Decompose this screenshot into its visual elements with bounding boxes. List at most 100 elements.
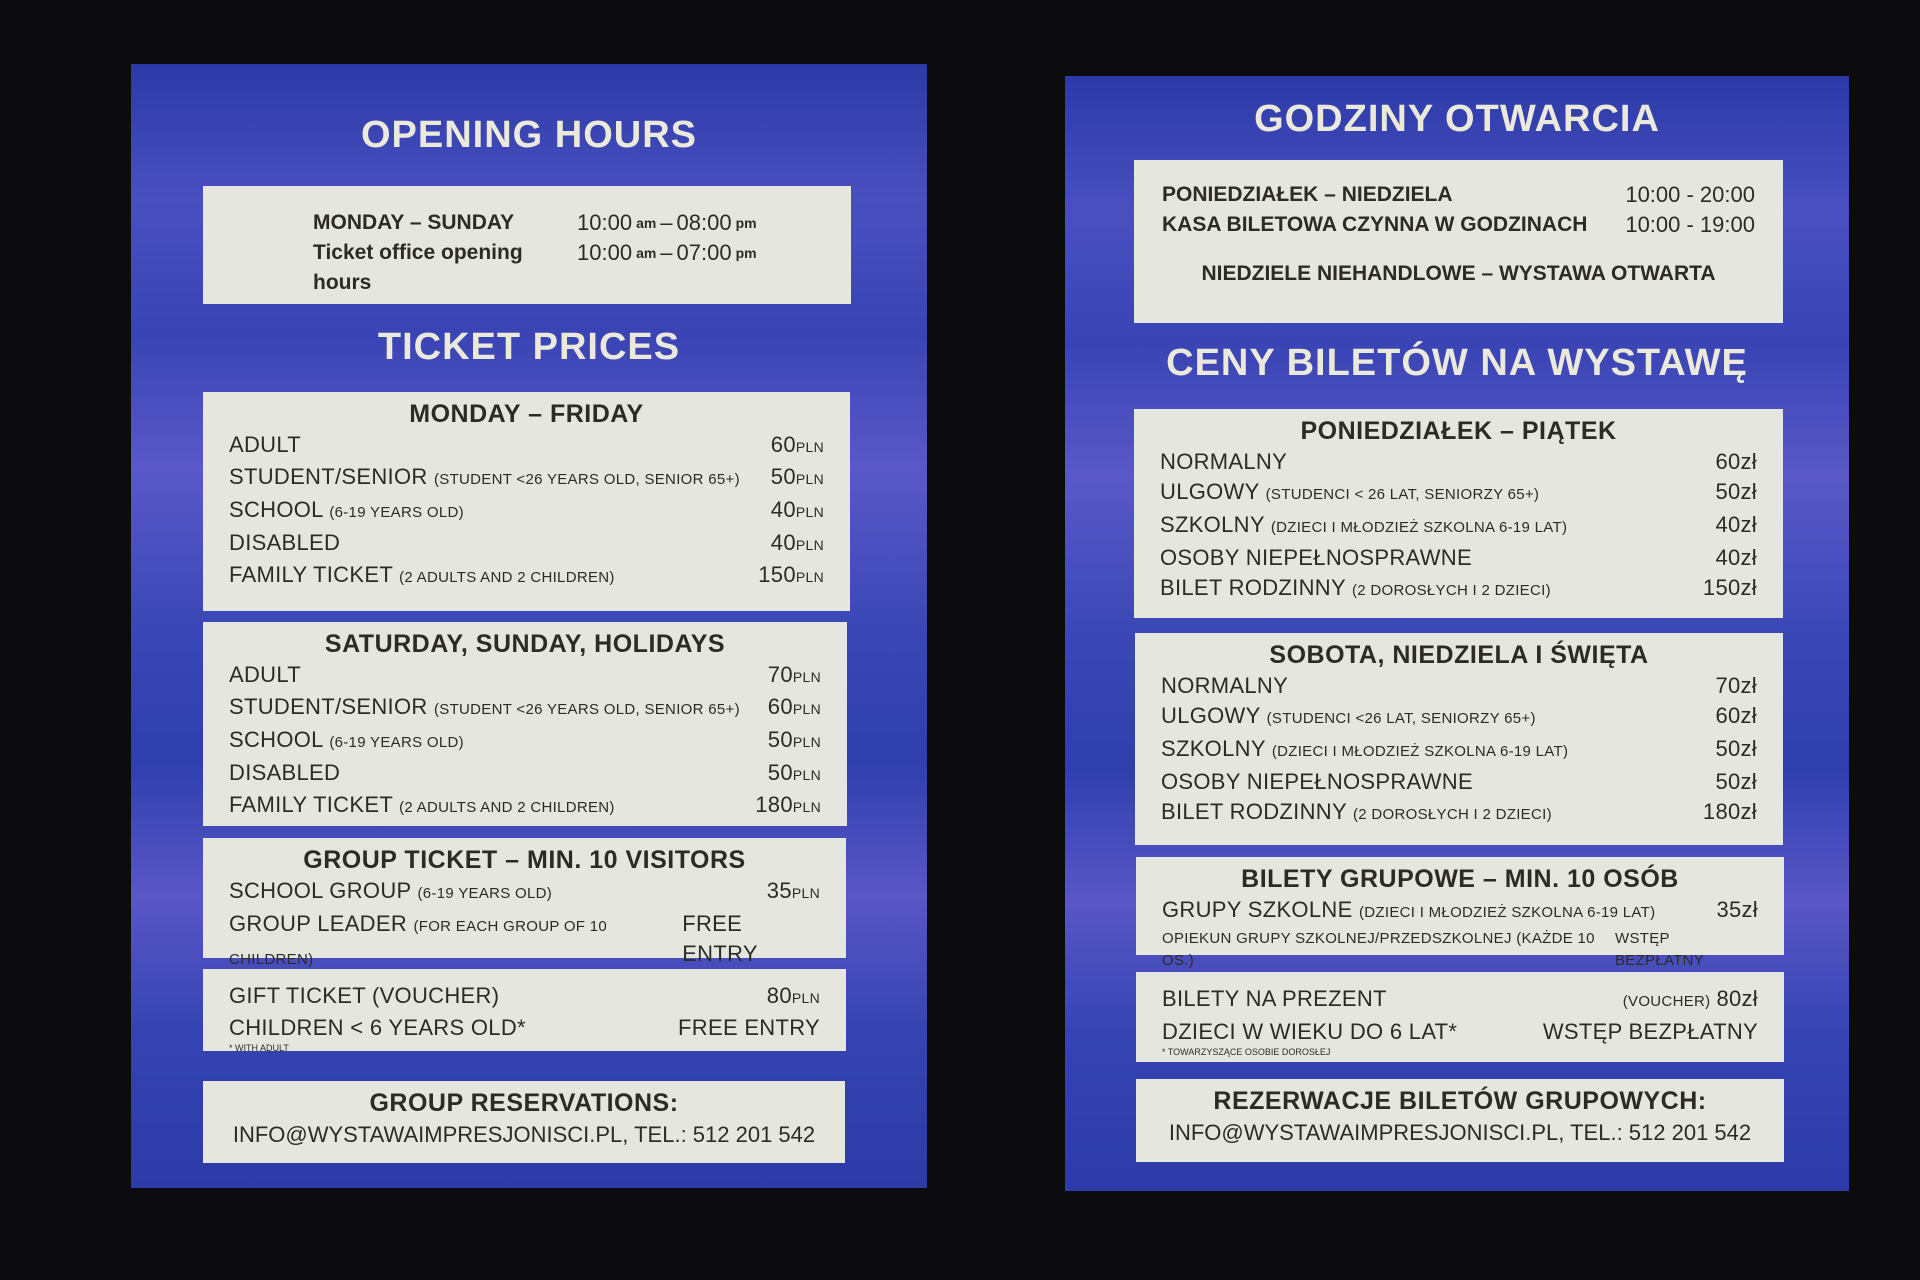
row-label-group: DZIECI W WIEKU DO 6 LAT* <box>1162 1017 1457 1047</box>
hours-box: MONDAY – SUNDAY 10:00 am –08:00 pm Ticket of… <box>203 186 851 304</box>
price-group: (VOUCHER) 80zł <box>1623 984 1758 1017</box>
hours-note: NIEDZIELE NIEHANDLOWE – WYSTAWA OTWARTA <box>1201 262 1716 285</box>
row-label-group: FAMILY TICKET (2 ADULTS AND 2 CHILDREN) <box>229 790 615 823</box>
currency-unit: PLN <box>795 537 824 553</box>
price-row: BILET RODZINNY (2 DOROSŁYCH I 2 DZIECI) 1… <box>1160 573 1757 606</box>
box-heading: PONIEDZIAŁEK – PIĄTEK <box>1300 417 1617 445</box>
ticket-note: (6-19 YEARS OLD) <box>329 504 464 521</box>
row-label-group: CHILDREN < 6 YEARS OLD* <box>229 1013 526 1043</box>
hours-label: Ticket office opening hours <box>313 241 523 294</box>
hours-time: 07:00 <box>676 240 732 265</box>
currency-unit: PLN <box>792 701 821 717</box>
ticket-price: 60 <box>770 432 796 457</box>
english-sign-panel: OPENING HOURS MONDAY – SUNDAY 10:00 am –08:… <box>131 64 927 1188</box>
ticket-label: SCHOOL GROUP <box>229 878 412 903</box>
price-row: SZKOLNY (DZIECI I MŁODZIEŻ SZKOLNA 6-19 … <box>1161 734 1757 767</box>
currency-unit: PLN <box>795 439 824 455</box>
contact-line: INFO@WYSTAWAIMPRESJONISCI.PL, TEL.: 512 … <box>1168 1120 1752 1145</box>
ticket-note: (DZIECI I MŁODZIEŻ SZKOLNA 6-19 LAT) <box>1271 743 1569 760</box>
ticket-label: FAMILY TICKET <box>229 562 393 587</box>
ticket-price: 150zł <box>1702 575 1757 600</box>
ticket-note: (2 ADULTS AND 2 CHILDREN) <box>399 799 615 816</box>
ticket-label: STUDENT/SENIOR <box>229 464 428 489</box>
currency-unit: PLN <box>792 799 821 815</box>
ticket-note: (STUDENT <26 YEARS OLD, SENIOR 65+) <box>433 701 740 718</box>
ticket-price: 40 <box>770 530 796 555</box>
ticket-label: SZKOLNY <box>1160 512 1265 537</box>
ticket-price: 35zł <box>1716 897 1758 922</box>
currency-unit: PLN <box>792 669 821 685</box>
price-group: 150PLN <box>758 560 824 592</box>
price-row: SCHOOL (6-19 YEARS OLD) 40PLN <box>229 495 824 528</box>
price-group: WSTĘP BEZPŁATNY <box>1615 928 1758 972</box>
row-label-group: GIFT TICKET (VOUCHER) <box>229 981 499 1011</box>
box-heading: MONDAY – FRIDAY <box>409 400 644 428</box>
price-group: 60PLN <box>768 692 821 724</box>
price-group: 180zł <box>1703 797 1757 827</box>
price-group: 50PLN <box>771 462 824 494</box>
row-label-group: OSOBY NIEPEŁNOSPRAWNE <box>1161 767 1473 797</box>
hours-row: PONIEDZIAŁEK – NIEDZIELA 10:00 - 20:00 <box>1162 180 1755 210</box>
price-box: REZERWACJE BILETÓW GRUPOWYCH: INFO@WYSTAW… <box>1136 1079 1784 1162</box>
price-row: STUDENT/SENIOR (STUDENT <26 YEARS OLD, S… <box>229 692 821 725</box>
currency-unit: PLN <box>792 734 821 750</box>
row-label-group: NORMALNY <box>1161 671 1288 701</box>
price-row: FAMILY TICKET (2 ADULTS AND 2 CHILDREN) 1… <box>229 560 824 593</box>
price-group: 40PLN <box>771 495 824 527</box>
box-heading: SATURDAY, SUNDAY, HOLIDAYS <box>324 630 726 658</box>
price-box: SOBOTA, NIEDZIELA I ŚWIĘTA NORMALNY 70zł UL… <box>1135 633 1783 845</box>
ticket-note: (2 DOROSŁYCH I 2 DZIECI) <box>1352 806 1552 823</box>
ticket-note: (STUDENCI < 26 LAT, SENIORZY 65+) <box>1265 486 1540 503</box>
hours-dash: – <box>660 240 673 265</box>
hours-dash: – <box>660 210 673 235</box>
ticket-price: 180 <box>755 792 793 817</box>
price-row: ADULT 60PLN <box>229 430 824 462</box>
ticket-label: DISABLED <box>229 760 341 785</box>
hours-time: 10:00 - 20:00 <box>1625 182 1755 207</box>
row-label-group: NORMALNY <box>1160 447 1287 477</box>
polish-sign-panel: GODZINY OTWARCIA PONIEDZIAŁEK – NIEDZIEL… <box>1065 76 1849 1191</box>
ticket-price: 35 <box>766 878 792 903</box>
ticket-price: 70zł <box>1715 673 1757 698</box>
ticket-price: 150 <box>758 562 796 587</box>
row-label-group: BILET RODZINNY (2 DOROSŁYCH I 2 DZIECI) <box>1160 573 1551 606</box>
hours-time: 10:00 <box>577 210 633 235</box>
ticket-label: ULGOWY <box>1160 479 1260 504</box>
price-group: 60zł <box>1715 701 1757 731</box>
ticket-label: CHILDREN < 6 YEARS OLD* <box>229 1015 526 1040</box>
price-row: GRUPY SZKOLNE (DZIECI I MŁODZIEŻ SZKOLNA… <box>1162 895 1758 928</box>
ticket-label: BILETY NA PREZENT <box>1162 986 1387 1011</box>
row-label-group: OPIEKUN GRUPY SZKOLNEJ/PRZEDSZKOLNEJ (KA… <box>1162 928 1615 972</box>
ticket-price: WSTĘP BEZPŁATNY <box>1542 1019 1758 1044</box>
ticket-price: FREE ENTRY <box>678 1015 820 1040</box>
box-heading: SOBOTA, NIEDZIELA I ŚWIĘTA <box>1269 641 1649 669</box>
price-group: 60PLN <box>771 430 824 462</box>
ticket-label: STUDENT/SENIOR <box>229 694 428 719</box>
row-label-group: DISABLED <box>229 758 340 788</box>
price-row: OPIEKUN GRUPY SZKOLNEJ/PRZEDSZKOLNEJ (KA… <box>1162 928 1758 972</box>
price-box: MONDAY – FRIDAY ADULT 60PLN STUDENT/SENIOR … <box>203 392 850 611</box>
ticket-note: (2 DOROSŁYCH I 2 DZIECI) <box>1351 582 1551 599</box>
price-box: SATURDAY, SUNDAY, HOLIDAYS ADULT 70PLN STUD… <box>203 622 847 826</box>
ticket-label: GIFT TICKET (VOUCHER) <box>229 983 500 1008</box>
footnote: * TOWARZYSZĄCE OSOBIE DOROSŁEJ <box>1162 1047 1331 1057</box>
ticket-price: 60 <box>767 694 793 719</box>
row-label-group: OSOBY NIEPEŁNOSPRAWNE <box>1160 543 1472 573</box>
row-label-group: STUDENT/SENIOR (STUDENT <26 YEARS OLD, S… <box>229 692 740 725</box>
ticket-label: NORMALNY <box>1161 673 1289 698</box>
price-row: ULGOWY (STUDENCI <26 LAT, SENIORZY 65+) 6… <box>1161 701 1757 734</box>
ticket-label: GROUP LEADER <box>229 911 408 936</box>
row-label-group: ADULT <box>229 430 301 460</box>
box-heading: BILETY GRUPOWE – MIN. 10 OSÓB <box>1241 865 1679 893</box>
price-group: FREE ENTRY <box>682 909 820 969</box>
row-label-group: SCHOOL (6-19 YEARS OLD) <box>229 725 464 758</box>
price-row: DISABLED 50PLN <box>229 758 821 790</box>
price-box: GIFT TICKET (VOUCHER) 80PLN CHILDREN < 6 Y… <box>203 969 846 1053</box>
price-row: ULGOWY (STUDENCI < 26 LAT, SENIORZY 65+)… <box>1160 477 1757 510</box>
price-group: 50zł <box>1715 767 1757 797</box>
currency-unit: PLN <box>795 569 824 585</box>
price-note: (VOUCHER) <box>1622 993 1711 1010</box>
ticket-price: 70 <box>767 662 793 687</box>
ticket-label: GRUPY SZKOLNE <box>1162 897 1353 922</box>
ceny-title: CENY BILETÓW NA WYSTAWĘ <box>1166 342 1748 384</box>
